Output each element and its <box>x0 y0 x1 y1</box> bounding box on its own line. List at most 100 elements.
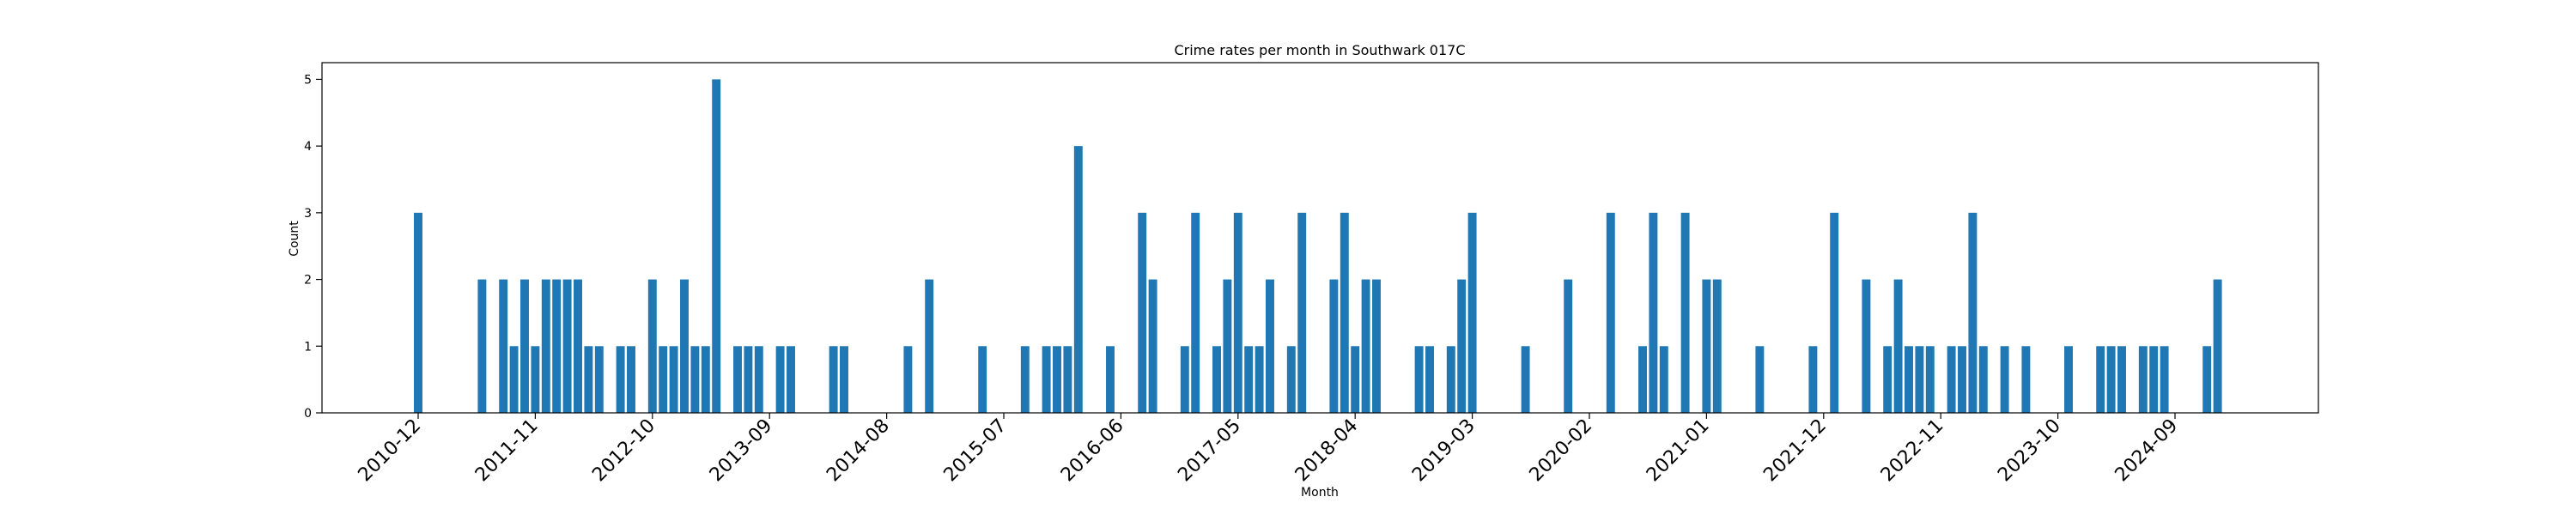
bar-2012-04 <box>584 346 593 413</box>
bar-2013-07 <box>744 346 753 413</box>
bar-2012-08 <box>627 346 635 413</box>
bar-2014-04 <box>840 346 848 413</box>
bar-2015-05 <box>978 346 987 413</box>
bar-2016-08 <box>1138 212 1147 413</box>
bar-2024-04 <box>2117 346 2126 413</box>
bar-2021-07 <box>1755 346 1765 413</box>
bar-2011-08 <box>499 279 508 413</box>
bar-2017-10 <box>1286 346 1296 413</box>
bar-2023-01 <box>1958 346 1966 413</box>
plot-frame <box>321 62 2319 414</box>
bar-2011-09 <box>509 346 519 413</box>
bar-2022-01 <box>1830 212 1839 413</box>
bar-2012-10 <box>647 279 657 413</box>
x-tick-label: 2021-12 <box>1759 415 1831 487</box>
bar-2022-12 <box>1947 346 1956 413</box>
bar-2012-03 <box>574 279 582 413</box>
bar-2022-06 <box>1883 346 1893 413</box>
x-tick-label: 2013-09 <box>706 415 777 487</box>
bar-2012-02 <box>562 279 572 413</box>
bar-2022-04 <box>1862 279 1871 413</box>
x-tick-label: 2024-09 <box>2111 415 2183 487</box>
bar-2013-11 <box>787 346 795 413</box>
bar-2011-10 <box>520 279 529 413</box>
bar-2021-03 <box>1712 279 1722 413</box>
x-tick-label: 2019-03 <box>1408 415 1479 487</box>
bar-2019-12 <box>1564 279 1573 413</box>
bar-2023-11 <box>2064 346 2073 413</box>
bar-2018-02 <box>1329 279 1339 413</box>
bar-2021-02 <box>1702 279 1711 413</box>
bar-2018-05 <box>1361 279 1370 413</box>
y-axis-label: Count <box>288 221 301 257</box>
bar-2020-09 <box>1659 346 1668 413</box>
x-tick-label: 2016-06 <box>1057 415 1128 487</box>
y-tick-label: 0 <box>304 407 312 421</box>
y-axis: 0 1 2 3 4 5 <box>304 73 322 421</box>
bar-2012-12 <box>669 346 678 413</box>
bar-2024-12 <box>2202 346 2212 413</box>
bar-2019-08 <box>1521 346 1530 413</box>
bar-2013-10 <box>775 346 785 413</box>
bar-2016-02 <box>1073 146 1083 413</box>
bar-2017-11 <box>1297 212 1307 413</box>
bar-2014-10 <box>903 346 913 413</box>
x-tick-label: 2012-10 <box>588 415 659 487</box>
bar-2012-01 <box>552 279 562 413</box>
x-tick-label: 2017-05 <box>1174 415 1245 487</box>
bar-2017-05 <box>1233 212 1242 413</box>
bar-2013-02 <box>690 346 700 413</box>
bar-2024-06 <box>2138 346 2148 413</box>
bar-2015-09 <box>1020 346 1030 413</box>
bar-2021-00 <box>1680 212 1690 413</box>
bar-2020-08 <box>1649 212 1658 413</box>
bar-2020-07 <box>1638 346 1647 413</box>
bar-2015-12 <box>1053 346 1061 413</box>
bar-2024-02 <box>2096 346 2105 413</box>
y-tick-label: 3 <box>304 207 312 221</box>
bar-2016-12 <box>1180 346 1189 413</box>
bar-2018-11 <box>1425 346 1434 413</box>
bar-2022-09 <box>1915 346 1924 413</box>
bar-2023-07 <box>2021 346 2031 413</box>
bar-2016-01 <box>1063 346 1072 413</box>
chart-title: Crime rates per month in Southwark 017C <box>1174 42 1465 58</box>
x-tick-label: 2015-07 <box>940 415 1012 487</box>
bar-2018-04 <box>1351 346 1360 413</box>
bar-2019-02 <box>1457 279 1467 413</box>
bar-2012-11 <box>659 346 668 413</box>
bar-2022-07 <box>1893 279 1903 413</box>
bar-2019-03 <box>1467 212 1477 413</box>
bars-group <box>414 79 2222 414</box>
bar-2020-04 <box>1606 212 1615 413</box>
bar-2017-07 <box>1255 346 1264 413</box>
bar-2016-05 <box>1106 346 1115 413</box>
bar-2017-03 <box>1212 346 1221 413</box>
bar-2016-09 <box>1148 279 1157 413</box>
bar-2017-01 <box>1191 212 1200 413</box>
bar-2024-08 <box>2160 346 2169 413</box>
bar-2014-03 <box>829 346 838 413</box>
bar-2010-12 <box>414 212 422 413</box>
x-tick-label: 2020-02 <box>1526 415 1597 487</box>
x-tick-label: 2010-12 <box>355 415 426 487</box>
bar-2011-12 <box>541 279 550 413</box>
x-axis: 2010-12 2011-11 2012-10 2013-09 2014-08 2015-… <box>355 413 2183 487</box>
bar-2022-10 <box>1925 346 1935 413</box>
y-tick-label: 1 <box>304 340 312 354</box>
y-tick-label: 5 <box>304 73 312 87</box>
bar-2025-01 <box>2213 279 2222 413</box>
bar-2012-07 <box>616 346 625 413</box>
bar-2013-08 <box>754 346 763 413</box>
x-tick-label: 2022-11 <box>1877 415 1948 487</box>
bar-2024-03 <box>2106 346 2116 413</box>
bar-2011-06 <box>477 279 487 413</box>
bar-2018-03 <box>1340 212 1349 413</box>
bar-2019-01 <box>1446 346 1455 413</box>
bar-2015-11 <box>1042 346 1051 413</box>
bar-2017-06 <box>1244 346 1254 413</box>
x-tick-label: 2021-01 <box>1643 415 1714 487</box>
x-axis-label: Month <box>1301 486 1339 500</box>
bar-2022-08 <box>1905 346 1913 413</box>
